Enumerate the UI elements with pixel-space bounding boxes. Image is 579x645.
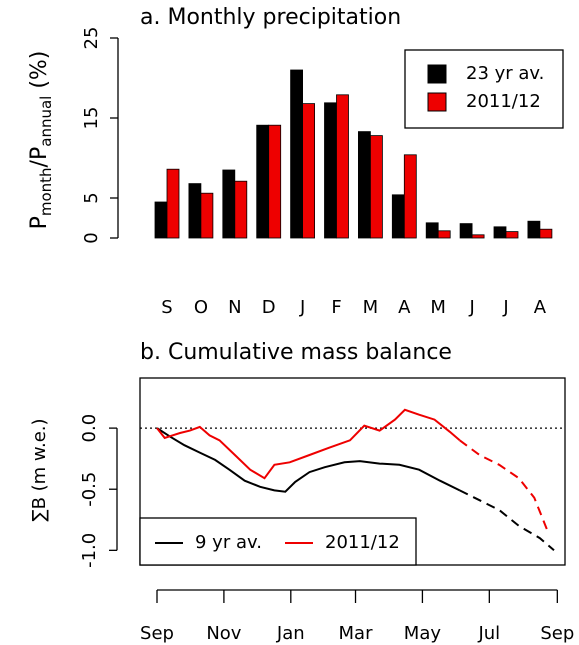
line-series-dashed bbox=[459, 439, 549, 532]
bar bbox=[166, 168, 180, 239]
x-tick-label: J bbox=[468, 297, 474, 318]
chart-title: a. Monthly precipitation bbox=[140, 5, 401, 30]
bar bbox=[527, 220, 541, 239]
line-series-dashed bbox=[459, 489, 555, 552]
y-tick-label: 0 bbox=[81, 232, 102, 243]
label-part: (%) bbox=[27, 51, 52, 96]
bar bbox=[302, 103, 316, 239]
y-tick-label: 15 bbox=[81, 107, 102, 130]
legend-label: 2011/12 bbox=[466, 91, 541, 112]
bar bbox=[336, 94, 349, 239]
x-tick-label: F bbox=[331, 297, 341, 318]
y-tick-label: 25 bbox=[81, 27, 102, 50]
bar bbox=[200, 192, 214, 239]
legend-box bbox=[139, 517, 417, 566]
legend-swatch bbox=[427, 92, 447, 112]
bar bbox=[471, 234, 485, 239]
bar bbox=[391, 194, 405, 239]
x-tick-label: Sep bbox=[140, 623, 174, 644]
legend-swatch bbox=[427, 64, 447, 84]
bar bbox=[290, 69, 304, 239]
y-axis-label: Pmonth/Pannual (%) bbox=[27, 51, 55, 230]
x-tick-label: N bbox=[228, 297, 241, 318]
line-series bbox=[156, 408, 461, 480]
x-tick-label: A bbox=[534, 297, 547, 318]
label-subscript: month bbox=[37, 167, 55, 216]
bar bbox=[539, 228, 553, 239]
bar bbox=[234, 180, 248, 239]
x-tick-label: M bbox=[430, 297, 446, 318]
legend-label: 23 yr av. bbox=[466, 63, 544, 84]
x-tick-label: May bbox=[404, 623, 442, 644]
bar bbox=[459, 223, 473, 239]
x-tick-label: S bbox=[161, 297, 172, 318]
bar bbox=[493, 226, 507, 239]
x-tick-label: M bbox=[363, 297, 379, 318]
bar bbox=[324, 102, 337, 239]
bar bbox=[222, 169, 236, 239]
bar bbox=[437, 230, 451, 239]
bar bbox=[505, 231, 519, 239]
x-tick-label: D bbox=[262, 297, 276, 318]
y-tick-label: 5 bbox=[81, 192, 102, 203]
bar bbox=[154, 201, 168, 239]
y-axis-label: ∑B (m w.e.) bbox=[29, 418, 50, 521]
label-part: P bbox=[27, 216, 52, 229]
x-tick-label: A bbox=[398, 297, 411, 318]
chart-title: b. Cumulative mass balance bbox=[140, 340, 452, 365]
line-series bbox=[156, 427, 461, 493]
y-tick-label: -1.0 bbox=[79, 533, 100, 568]
bar bbox=[357, 131, 371, 239]
legend-label: 9 yr av. bbox=[195, 532, 262, 553]
bar bbox=[256, 124, 270, 239]
y-tick-label: -0.5 bbox=[79, 472, 100, 507]
y-tick-label: 0.0 bbox=[79, 414, 100, 443]
bar bbox=[188, 183, 202, 239]
x-tick-label: J bbox=[502, 297, 508, 318]
label-subscript: annual bbox=[37, 96, 55, 147]
x-tick-label: Nov bbox=[206, 623, 241, 644]
x-tick-label: Jan bbox=[276, 623, 305, 644]
legend-label: 2011/12 bbox=[325, 532, 400, 553]
bar bbox=[425, 222, 439, 239]
label-part: /P bbox=[27, 147, 52, 168]
x-tick-label: O bbox=[194, 297, 208, 318]
x-tick-label: Mar bbox=[339, 623, 374, 644]
bar bbox=[268, 124, 282, 239]
bar bbox=[369, 135, 383, 239]
bar bbox=[403, 154, 417, 239]
x-tick-label: Sep bbox=[540, 623, 574, 644]
x-tick-label: J bbox=[299, 297, 305, 318]
legend-box bbox=[404, 49, 564, 129]
x-tick-label: Jul bbox=[477, 623, 500, 644]
